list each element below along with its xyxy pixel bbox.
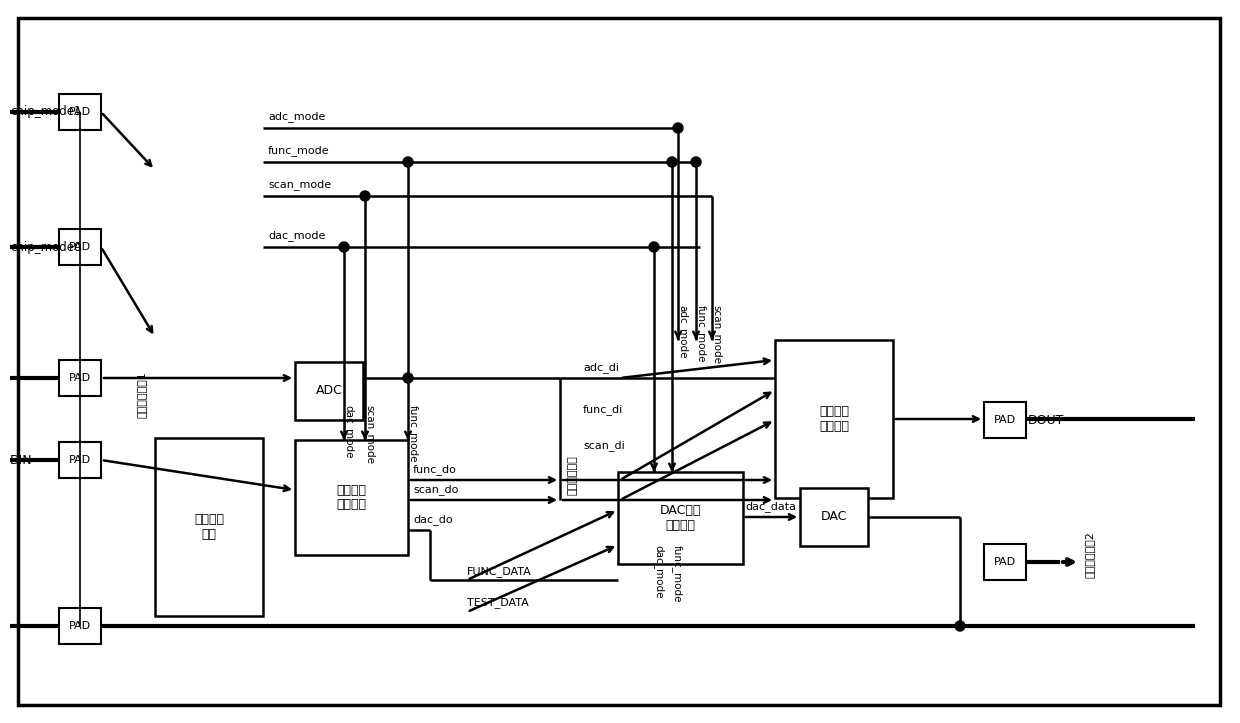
Bar	[60, 442, 100, 478]
Text: func_do: func_do	[413, 464, 456, 475]
Text: DAC数据
旁路单元: DAC数据 旁路单元	[660, 504, 701, 532]
Text: func_mode: func_mode	[672, 545, 682, 602]
Text: PAD: PAD	[69, 373, 91, 383]
Text: func_mode: func_mode	[268, 145, 330, 156]
Text: DIN: DIN	[10, 453, 32, 466]
Bar	[155, 438, 263, 616]
Bar	[618, 472, 743, 564]
Text: scan_di: scan_di	[583, 440, 625, 451]
Bar	[60, 360, 100, 396]
Circle shape	[339, 242, 348, 252]
Text: PAD: PAD	[994, 557, 1016, 567]
Text: dac_data: dac_data	[745, 501, 796, 512]
Text: scan_mode: scan_mode	[712, 305, 723, 364]
Circle shape	[955, 621, 965, 631]
Circle shape	[403, 373, 413, 383]
Text: PAD: PAD	[69, 621, 91, 631]
Circle shape	[673, 123, 683, 133]
Text: dac_mode: dac_mode	[343, 405, 355, 458]
Text: scan_do: scan_do	[413, 484, 459, 495]
Text: adc_mode: adc_mode	[677, 305, 688, 359]
Text: PAD: PAD	[69, 107, 91, 117]
Text: FUNC_DATA: FUNC_DATA	[467, 566, 532, 577]
Text: dac_mode: dac_mode	[268, 230, 325, 241]
Circle shape	[649, 242, 658, 252]
Text: adc_di: adc_di	[583, 362, 619, 373]
Circle shape	[403, 157, 413, 167]
Text: 输入管脚
复用单元: 输入管脚 复用单元	[336, 484, 367, 511]
Text: scan_mode: scan_mode	[365, 405, 376, 464]
Text: DAC: DAC	[821, 510, 847, 523]
Bar	[60, 94, 100, 130]
Bar	[295, 362, 363, 420]
Text: ADC: ADC	[315, 385, 342, 398]
Text: dac_do: dac_do	[413, 514, 453, 525]
Bar	[985, 402, 1025, 438]
Bar	[60, 229, 100, 265]
Text: 模拟功能逻辑1: 模拟功能逻辑1	[136, 372, 148, 419]
Text: dac_mode: dac_mode	[653, 545, 665, 599]
Circle shape	[691, 157, 701, 167]
Text: chip_mode1: chip_mode1	[10, 106, 82, 119]
Text: chip_mode0: chip_mode0	[10, 241, 82, 254]
Bar	[985, 544, 1025, 580]
Text: func_mode: func_mode	[408, 405, 418, 463]
Text: PAD: PAD	[994, 415, 1016, 425]
Circle shape	[360, 191, 370, 201]
Circle shape	[667, 157, 677, 167]
Text: PAD: PAD	[69, 455, 91, 465]
Text: func_di: func_di	[583, 404, 624, 415]
Text: 输出管脚
复用单元: 输出管脚 复用单元	[818, 405, 849, 433]
Bar	[295, 440, 408, 555]
Bar	[800, 488, 868, 546]
Text: DOUT: DOUT	[1028, 414, 1064, 427]
Text: adc_mode: adc_mode	[268, 111, 325, 122]
Text: 模式控制
单元: 模式控制 单元	[193, 513, 224, 541]
Bar	[775, 340, 893, 498]
Bar	[60, 608, 100, 644]
Text: TEST_DATA: TEST_DATA	[467, 597, 528, 608]
Text: func_mode: func_mode	[696, 305, 707, 362]
Text: scan_mode: scan_mode	[268, 179, 331, 190]
Text: 数字功能逻辑: 数字功能逻辑	[568, 455, 578, 495]
Text: PAD: PAD	[69, 242, 91, 252]
Text: 模拟功能逻辑2: 模拟功能逻辑2	[1085, 531, 1095, 578]
